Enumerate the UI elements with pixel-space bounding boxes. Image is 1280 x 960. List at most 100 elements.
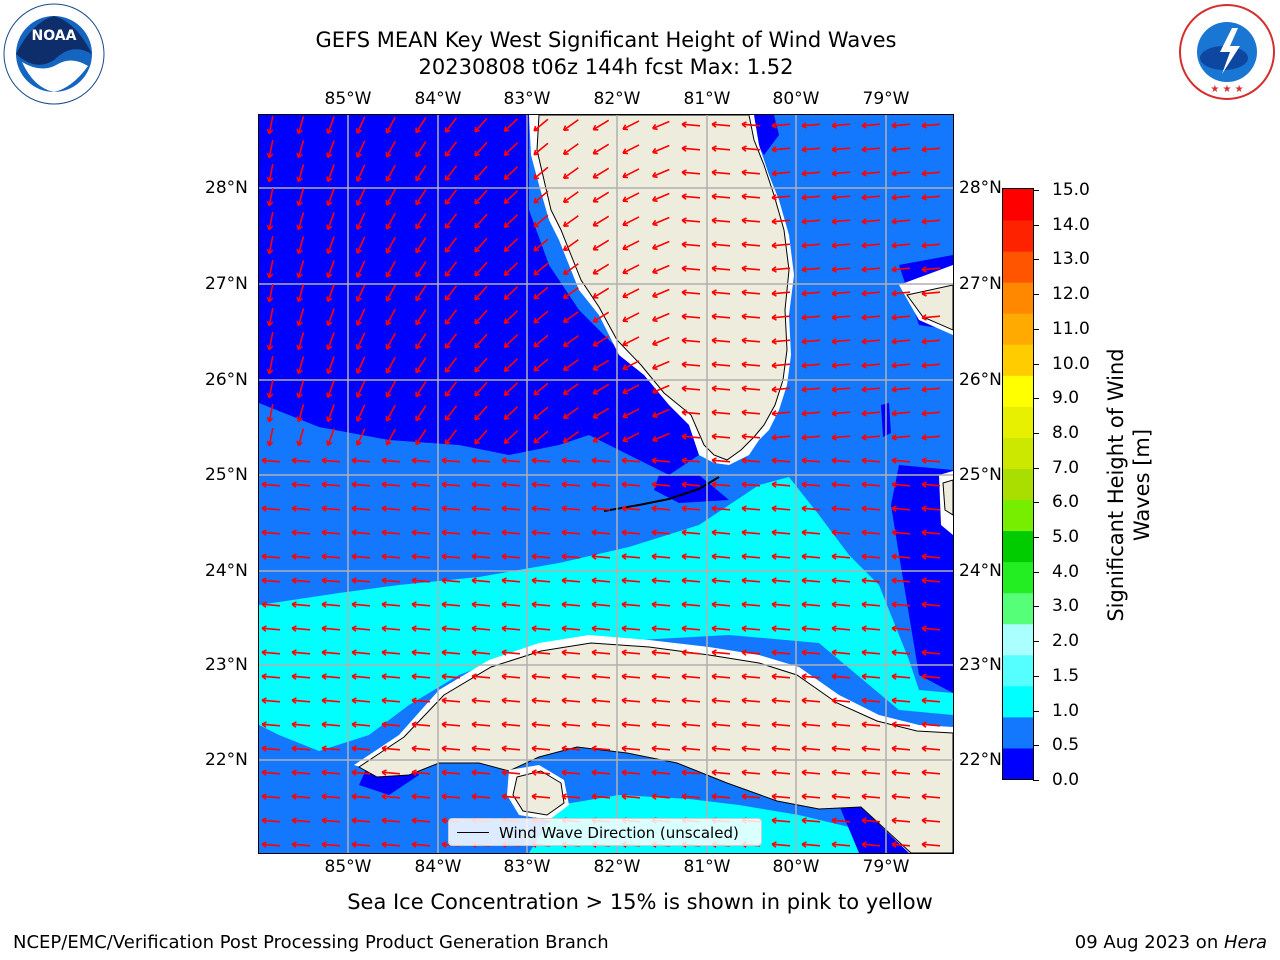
wave-direction-arrowhead [861, 747, 867, 752]
wave-direction-arrow [415, 309, 427, 325]
wave-direction-arrow [444, 285, 458, 301]
wave-direction-arrow [351, 555, 371, 559]
wave-direction-arrowhead [801, 245, 807, 249]
wave-direction-arrow [261, 459, 281, 463]
wave-direction-arrowhead [831, 651, 837, 656]
wave-direction-arrowhead [327, 153, 333, 159]
wave-direction-arrow [801, 267, 821, 271]
wave-direction-arrow [474, 381, 488, 397]
wave-direction-arrow [681, 291, 701, 295]
colorbar-tick-label: 0.0 [1052, 770, 1080, 790]
lon-label-bottom: 79°W [862, 857, 910, 877]
wave-direction-arrowhead [533, 153, 540, 156]
colorbar-band [1003, 344, 1033, 376]
wave-direction-arrow [771, 555, 791, 559]
wave-direction-arrowhead [381, 795, 387, 800]
wave-direction-arrowhead [411, 507, 417, 512]
wave-direction-arrow [622, 432, 640, 442]
wave-direction-arrow [741, 747, 761, 751]
wave-direction-arrowhead [831, 723, 837, 728]
wave-direction-arrow [681, 627, 701, 631]
wave-direction-arrowhead [474, 297, 481, 301]
wave-direction-arrow [321, 459, 341, 463]
wave-direction-arrow [741, 171, 761, 175]
wave-direction-arrowhead [771, 555, 777, 560]
lon-label-top: 80°W [772, 89, 820, 109]
wave-direction-arrow [321, 579, 341, 583]
wave-direction-arrow [268, 380, 274, 398]
wave-direction-arrow [268, 212, 274, 230]
wave-direction-arrowhead [621, 699, 627, 704]
wave-direction-arrowhead [415, 153, 421, 158]
wave-direction-arrow [592, 431, 610, 443]
wave-direction-arrow [801, 291, 821, 295]
wave-direction-arrowhead [591, 675, 597, 680]
wave-direction-arrowhead [533, 273, 540, 276]
wave-direction-arrow [861, 291, 881, 295]
wave-direction-arrow [411, 483, 431, 487]
wave-direction-arrowhead [831, 197, 837, 201]
wave-direction-arrow [591, 747, 611, 751]
wave-direction-arrowhead [771, 531, 777, 536]
wave-direction-arrow [591, 555, 611, 559]
wave-direction-arrowhead [801, 579, 807, 584]
wave-direction-arrowhead [741, 579, 747, 584]
wave-direction-arrow [891, 555, 911, 559]
wave-direction-arrow [711, 195, 731, 199]
wave-direction-arrowhead [831, 531, 837, 536]
wave-direction-arrow [591, 531, 611, 535]
wave-direction-arrowhead [801, 341, 807, 345]
wave-direction-arrowhead [386, 417, 392, 422]
wave-direction-arrow [533, 430, 549, 444]
wave-direction-arrow [771, 579, 791, 583]
wave-direction-arrowhead [801, 483, 807, 488]
wave-direction-arrowhead [652, 175, 658, 179]
colorbar-tick-label: 12.0 [1052, 284, 1090, 305]
wave-direction-arrow [891, 651, 911, 655]
noaa-logo: NOAA [2, 2, 106, 106]
wave-direction-arrow [474, 141, 488, 157]
wave-direction-arrow [891, 267, 911, 271]
wave-direction-arrowhead [441, 747, 447, 752]
wave-direction-arrow [561, 675, 581, 679]
wave-direction-arrow [801, 651, 821, 655]
wave-direction-arrowhead [711, 627, 717, 632]
wave-direction-arrowhead [501, 459, 507, 464]
wave-direction-arrow [531, 555, 551, 559]
wave-direction-arrowhead [445, 297, 451, 301]
wave-direction-arrowhead [861, 795, 867, 800]
wave-direction-arrow [681, 699, 701, 703]
wave-direction-arrow [381, 483, 401, 487]
wave-direction-arrow [291, 843, 311, 847]
wave-direction-arrowhead [741, 171, 747, 176]
wave-direction-arrow [503, 238, 519, 252]
wave-direction-arrowhead [291, 555, 297, 560]
wave-direction-arrowhead [268, 201, 274, 207]
wave-direction-arrow [801, 723, 821, 727]
wave-direction-arrowhead [621, 795, 627, 800]
wave-direction-arrowhead [561, 507, 567, 512]
wave-direction-arrowhead [356, 369, 362, 374]
wave-direction-arrow [801, 339, 821, 343]
wave-direction-arrowhead [711, 483, 717, 488]
wave-direction-arrow [474, 189, 488, 205]
wave-direction-arrow [921, 387, 941, 391]
wave-direction-arrow [327, 284, 335, 302]
wave-direction-arrow [531, 795, 551, 799]
colorbar-band [1003, 561, 1033, 594]
wave-direction-arrowhead [321, 531, 327, 536]
wave-direction-arrow [921, 507, 941, 511]
wave-direction-arrowhead [741, 459, 747, 464]
wave-direction-arrowhead [351, 507, 357, 512]
wave-direction-arrow [327, 116, 335, 134]
wave-direction-arrowhead [831, 627, 837, 632]
wave-direction-arrowhead [621, 723, 627, 728]
wave-direction-arrow [563, 143, 579, 155]
wave-direction-arrowhead [771, 245, 777, 249]
wave-direction-arrow [411, 507, 431, 511]
wave-direction-arrowhead [268, 273, 274, 279]
wave-direction-arrow [381, 459, 401, 463]
wave-direction-arrow [681, 771, 701, 775]
colorbar-tick-label: 3.0 [1052, 596, 1080, 617]
wave-direction-arrow [921, 267, 941, 271]
